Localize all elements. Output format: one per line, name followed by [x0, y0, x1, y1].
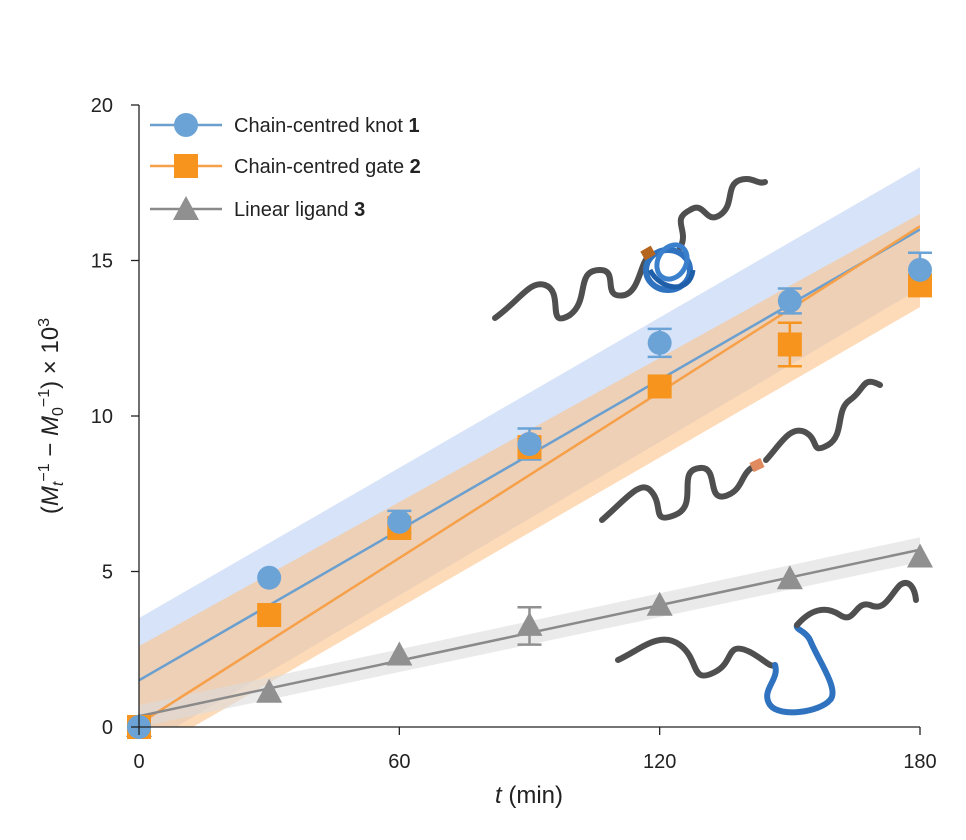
data-point-gate: [777, 332, 802, 357]
legend-entry-linear: Linear ligand 3: [150, 196, 365, 221]
gate-molecule-illustration: [599, 378, 883, 523]
legend: Chain-centred knot 1 Chain-centred gate …: [150, 113, 421, 221]
data-point-linear: [907, 543, 933, 568]
x-tick-label: 60: [388, 751, 410, 773]
data-point-knot: [777, 288, 802, 313]
legend-label-linear: Linear ligand: [234, 199, 354, 221]
data-point-linear: [646, 591, 673, 616]
legend-triangle-marker: [173, 196, 199, 220]
y-tick-label: 5: [102, 562, 113, 584]
x-ticks: 0 60 120 180: [133, 727, 937, 773]
y-axis-label: (Mt−1 − M0−1) × 103: [36, 318, 67, 514]
confidence-band-series-2: [139, 213, 920, 727]
legend-circle-marker: [174, 113, 198, 137]
data-point-linear: [516, 611, 543, 636]
data-point-linear: [386, 641, 413, 666]
x-tick-label: 0: [133, 751, 144, 773]
svg-text:Linear ligand 3: Linear ligand 3: [234, 199, 365, 221]
x-tick-label: 180: [903, 751, 936, 773]
fit-line-series-2: [139, 225, 920, 725]
fit-lines: [139, 225, 920, 725]
data-point-knot: [908, 257, 932, 282]
svg-text:Chain-centred gate 2: Chain-centred gate 2: [234, 156, 421, 178]
legend-label-gate: Chain-centred gate: [234, 156, 410, 178]
y-ticks: 0 5 10 15 20: [91, 95, 139, 739]
data-point-linear: [256, 678, 283, 703]
legend-entry-gate: Chain-centred gate 2: [150, 154, 421, 178]
legend-label-knot: Chain-centred knot: [234, 115, 409, 137]
x-axis-label: t (min): [495, 782, 563, 809]
data-markers: [126, 257, 933, 739]
y-tick-label: 20: [91, 95, 113, 117]
y-tick-label: 10: [91, 406, 113, 428]
data-point-knot: [647, 330, 672, 355]
y-tick-label: 0: [102, 717, 113, 739]
data-point-knot: [257, 565, 282, 590]
data-point-gate: [257, 603, 282, 628]
data-point-knot: [517, 431, 542, 456]
data-point-knot: [387, 509, 412, 534]
legend-square-marker: [174, 154, 198, 178]
confidence-bands: [139, 167, 920, 727]
knot-molecule-illustration: [492, 176, 768, 322]
svg-text:Chain-centred knot 1: Chain-centred knot 1: [234, 115, 420, 137]
y-tick-label: 15: [91, 251, 113, 273]
linear-molecule-illustration: [615, 579, 919, 716]
data-point-linear: [776, 565, 803, 590]
x-tick-label: 120: [643, 751, 676, 773]
legend-entry-knot: Chain-centred knot 1: [150, 113, 420, 137]
data-point-gate: [647, 374, 672, 399]
